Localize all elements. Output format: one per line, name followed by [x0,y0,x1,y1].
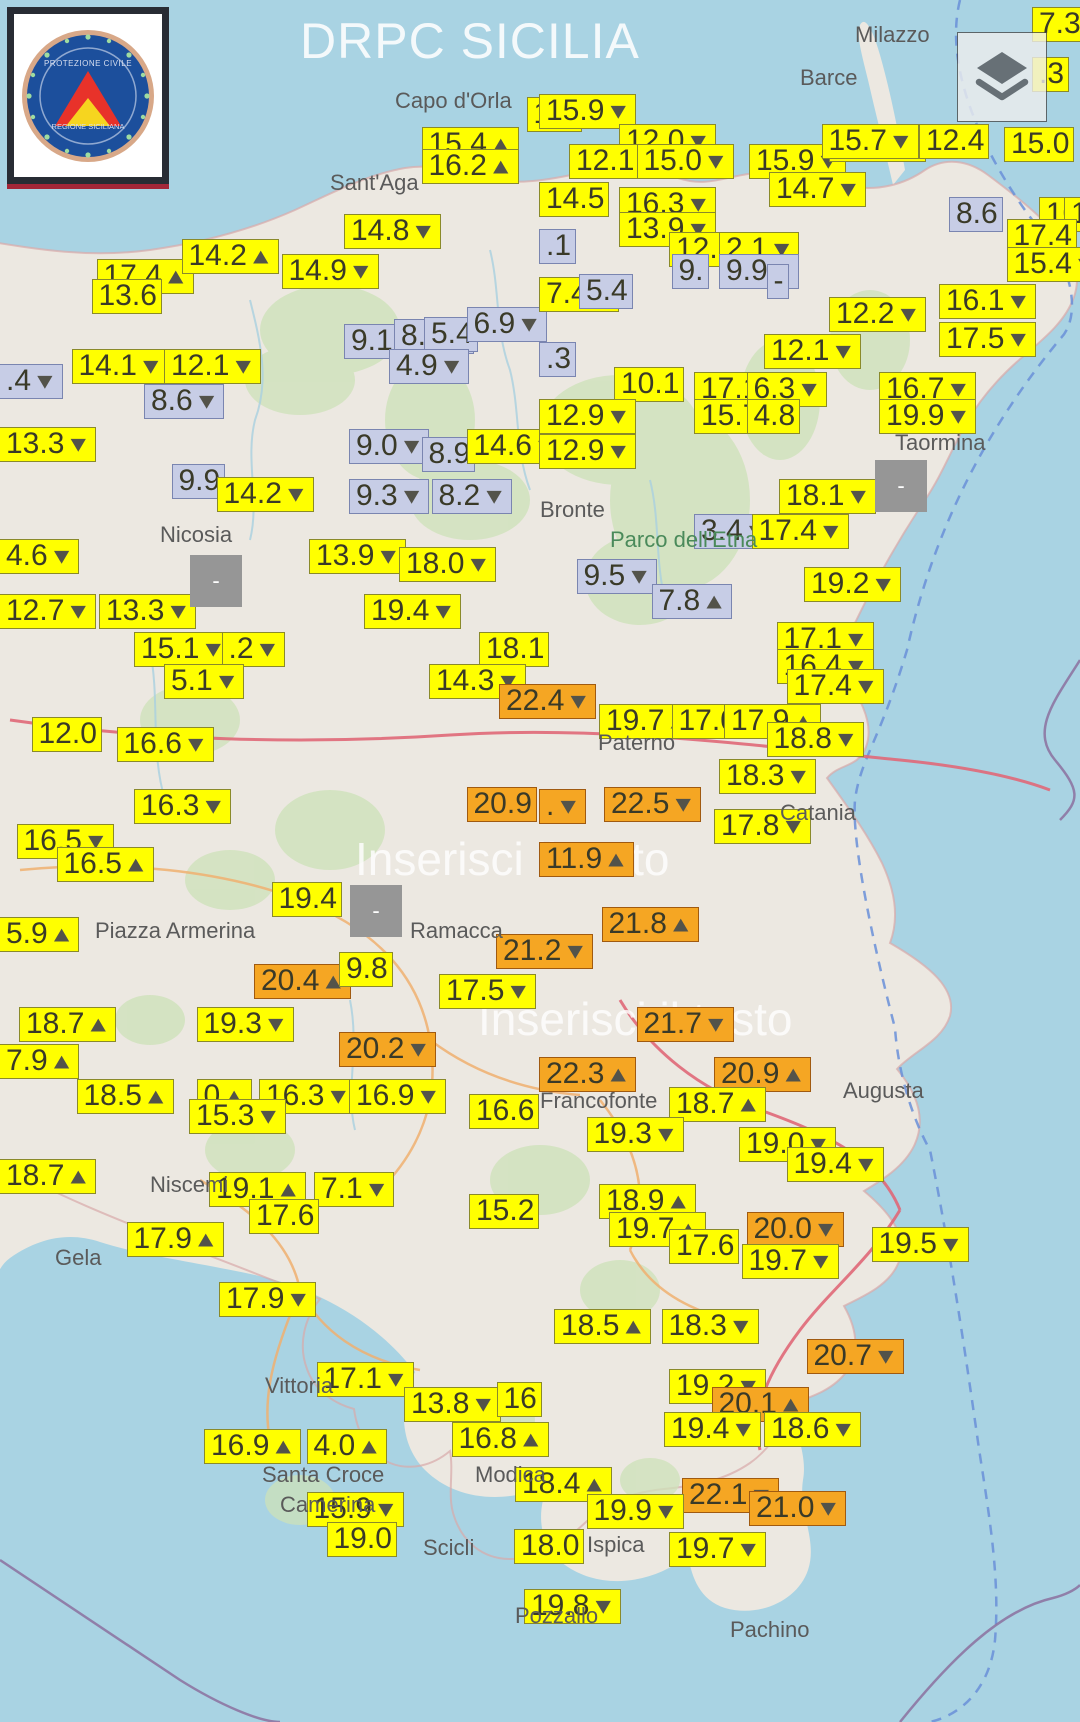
svg-text:REGIONE SICILIANA: REGIONE SICILIANA [52,122,125,131]
svg-text:PROTEZIONE CIVILE: PROTEZIONE CIVILE [44,59,132,68]
